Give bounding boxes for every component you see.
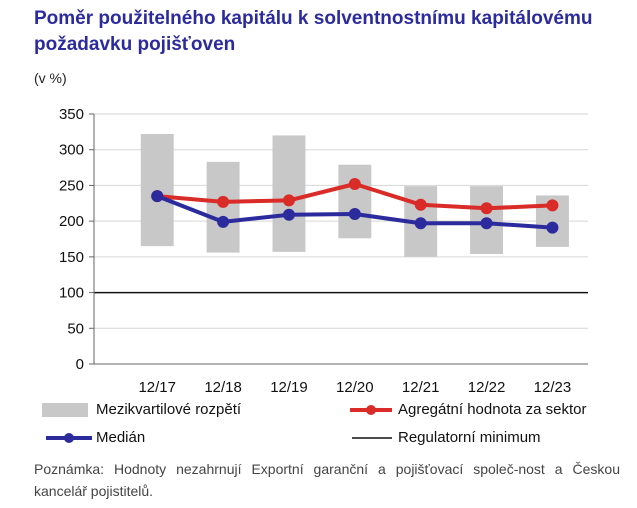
range-bar [140, 134, 174, 247]
x-tick-label: 12/17 [138, 379, 176, 396]
y-tick-label: 300 [59, 142, 84, 159]
aggregate-point [414, 198, 427, 211]
median-point [480, 217, 493, 230]
legend-range-swatch [42, 403, 88, 417]
median-point [546, 221, 559, 234]
aggregate-point [217, 195, 230, 208]
x-tick-label: 12/20 [336, 379, 374, 396]
aggregate-point [282, 194, 295, 207]
legend-range-label: Mezikvartilové rozpětí [96, 401, 242, 418]
x-tick-label: 12/21 [402, 379, 440, 396]
range-bar [338, 164, 372, 239]
legend-minimum-swatch [352, 437, 392, 439]
x-tick-label: 12/18 [204, 379, 242, 396]
chart-title: Poměr použitelného kapitálu k solventnos… [34, 8, 593, 55]
legend-aggregate-swatch [350, 405, 392, 415]
legend-median-label: Medián [96, 429, 146, 446]
unit-label: (v %) [34, 70, 67, 86]
footnote: Poznámka: Hodnoty nezahrnují Exportní ga… [34, 461, 620, 499]
axes [89, 113, 588, 365]
y-tick-label: 350 [59, 106, 84, 123]
range-bar [272, 135, 306, 252]
y-tick-label: 150 [59, 249, 84, 266]
legend-minimum-label: Regulatorní minimum [398, 429, 541, 446]
aggregate-point [348, 178, 361, 190]
interquartile-ranges [140, 134, 569, 257]
median-point [217, 215, 230, 228]
legend-median-swatch [46, 433, 92, 443]
x-tick-label: 12/23 [534, 379, 572, 396]
legend-aggregate-label: Agregátní hodnota za sektor [398, 401, 587, 418]
tick-labels: 0 50 100 150 200 250 300 350 12/17 12/18 12/19 12/2… [59, 106, 571, 396]
median-point [414, 217, 427, 230]
y-tick-label: 0 [76, 356, 84, 373]
x-tick-label: 12/22 [468, 379, 506, 396]
y-tick-label: 250 [59, 177, 84, 194]
y-tick-label: 200 [59, 213, 84, 230]
chart: 0 50 100 150 200 250 300 350 12/17 12/18 12/19 12/2… [59, 106, 588, 396]
y-tick-label: 50 [67, 320, 84, 337]
x-tick-label: 12/19 [270, 379, 308, 396]
median-point [282, 208, 295, 221]
y-tick-label: 100 [59, 285, 84, 302]
median-point [151, 190, 164, 203]
median-point [348, 208, 361, 220]
series-lines [151, 178, 559, 234]
aggregate-point [546, 199, 559, 212]
aggregate-point [480, 202, 493, 215]
